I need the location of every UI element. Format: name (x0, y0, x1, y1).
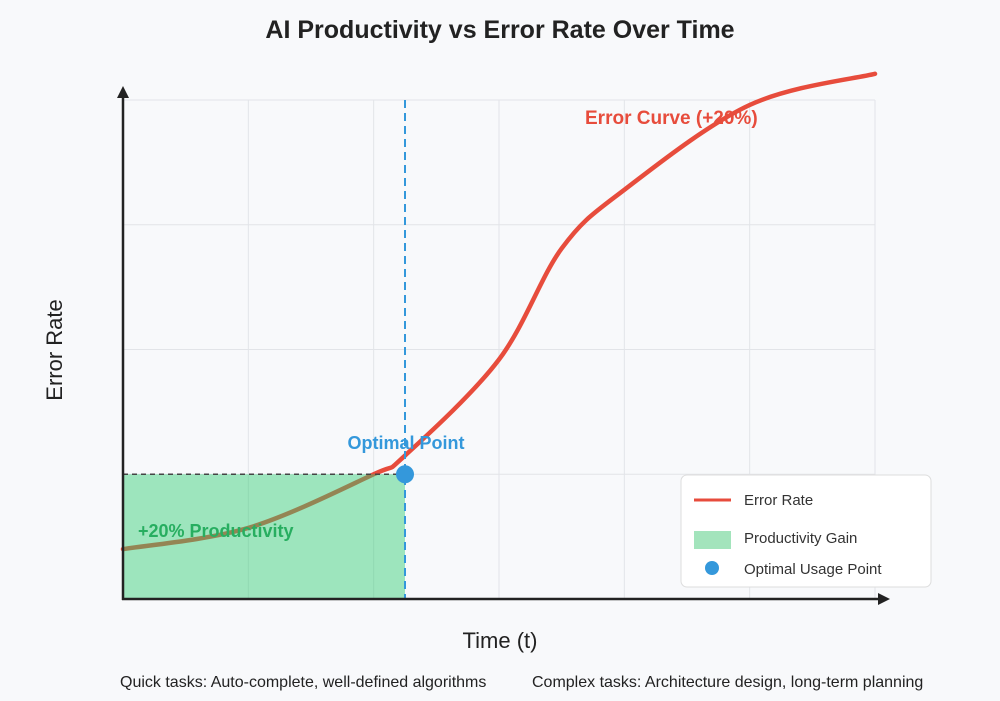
error-curve-annotation: Error Curve (+20%) (585, 108, 758, 129)
error-rate-line (120, 71, 878, 552)
chart-title: AI Productivity vs Error Rate Over Time (265, 16, 734, 44)
productivity-annotation: +20% Productivity (138, 521, 294, 541)
quick-tasks-note: Quick tasks: Auto-complete, well-defined… (120, 674, 486, 691)
grid (122, 99, 876, 600)
y-axis-arrow-icon (117, 86, 129, 98)
legend-box (680, 474, 932, 588)
complex-tasks-note: Complex tasks: Architecture design, long… (532, 674, 923, 691)
optimal-point-marker (396, 465, 414, 484)
legend-label-optimal: Optimal Usage Point (744, 561, 882, 578)
x-axis-arrow-icon (878, 593, 890, 605)
legend-label-productivity: Productivity Gain (744, 530, 857, 547)
optimal-point-annotation: Optimal Point (348, 433, 465, 453)
y-axis-label: Error Rate (42, 299, 67, 400)
legend-swatch-productivity (694, 531, 731, 549)
x-axis-label: Time (t) (463, 628, 538, 653)
legend-swatch-optimal (705, 561, 719, 575)
legend-label-error-rate: Error Rate (744, 492, 813, 509)
productivity-region (123, 474, 405, 599)
legend: Error Rate Productivity Gain Optimal Usa… (680, 474, 932, 588)
